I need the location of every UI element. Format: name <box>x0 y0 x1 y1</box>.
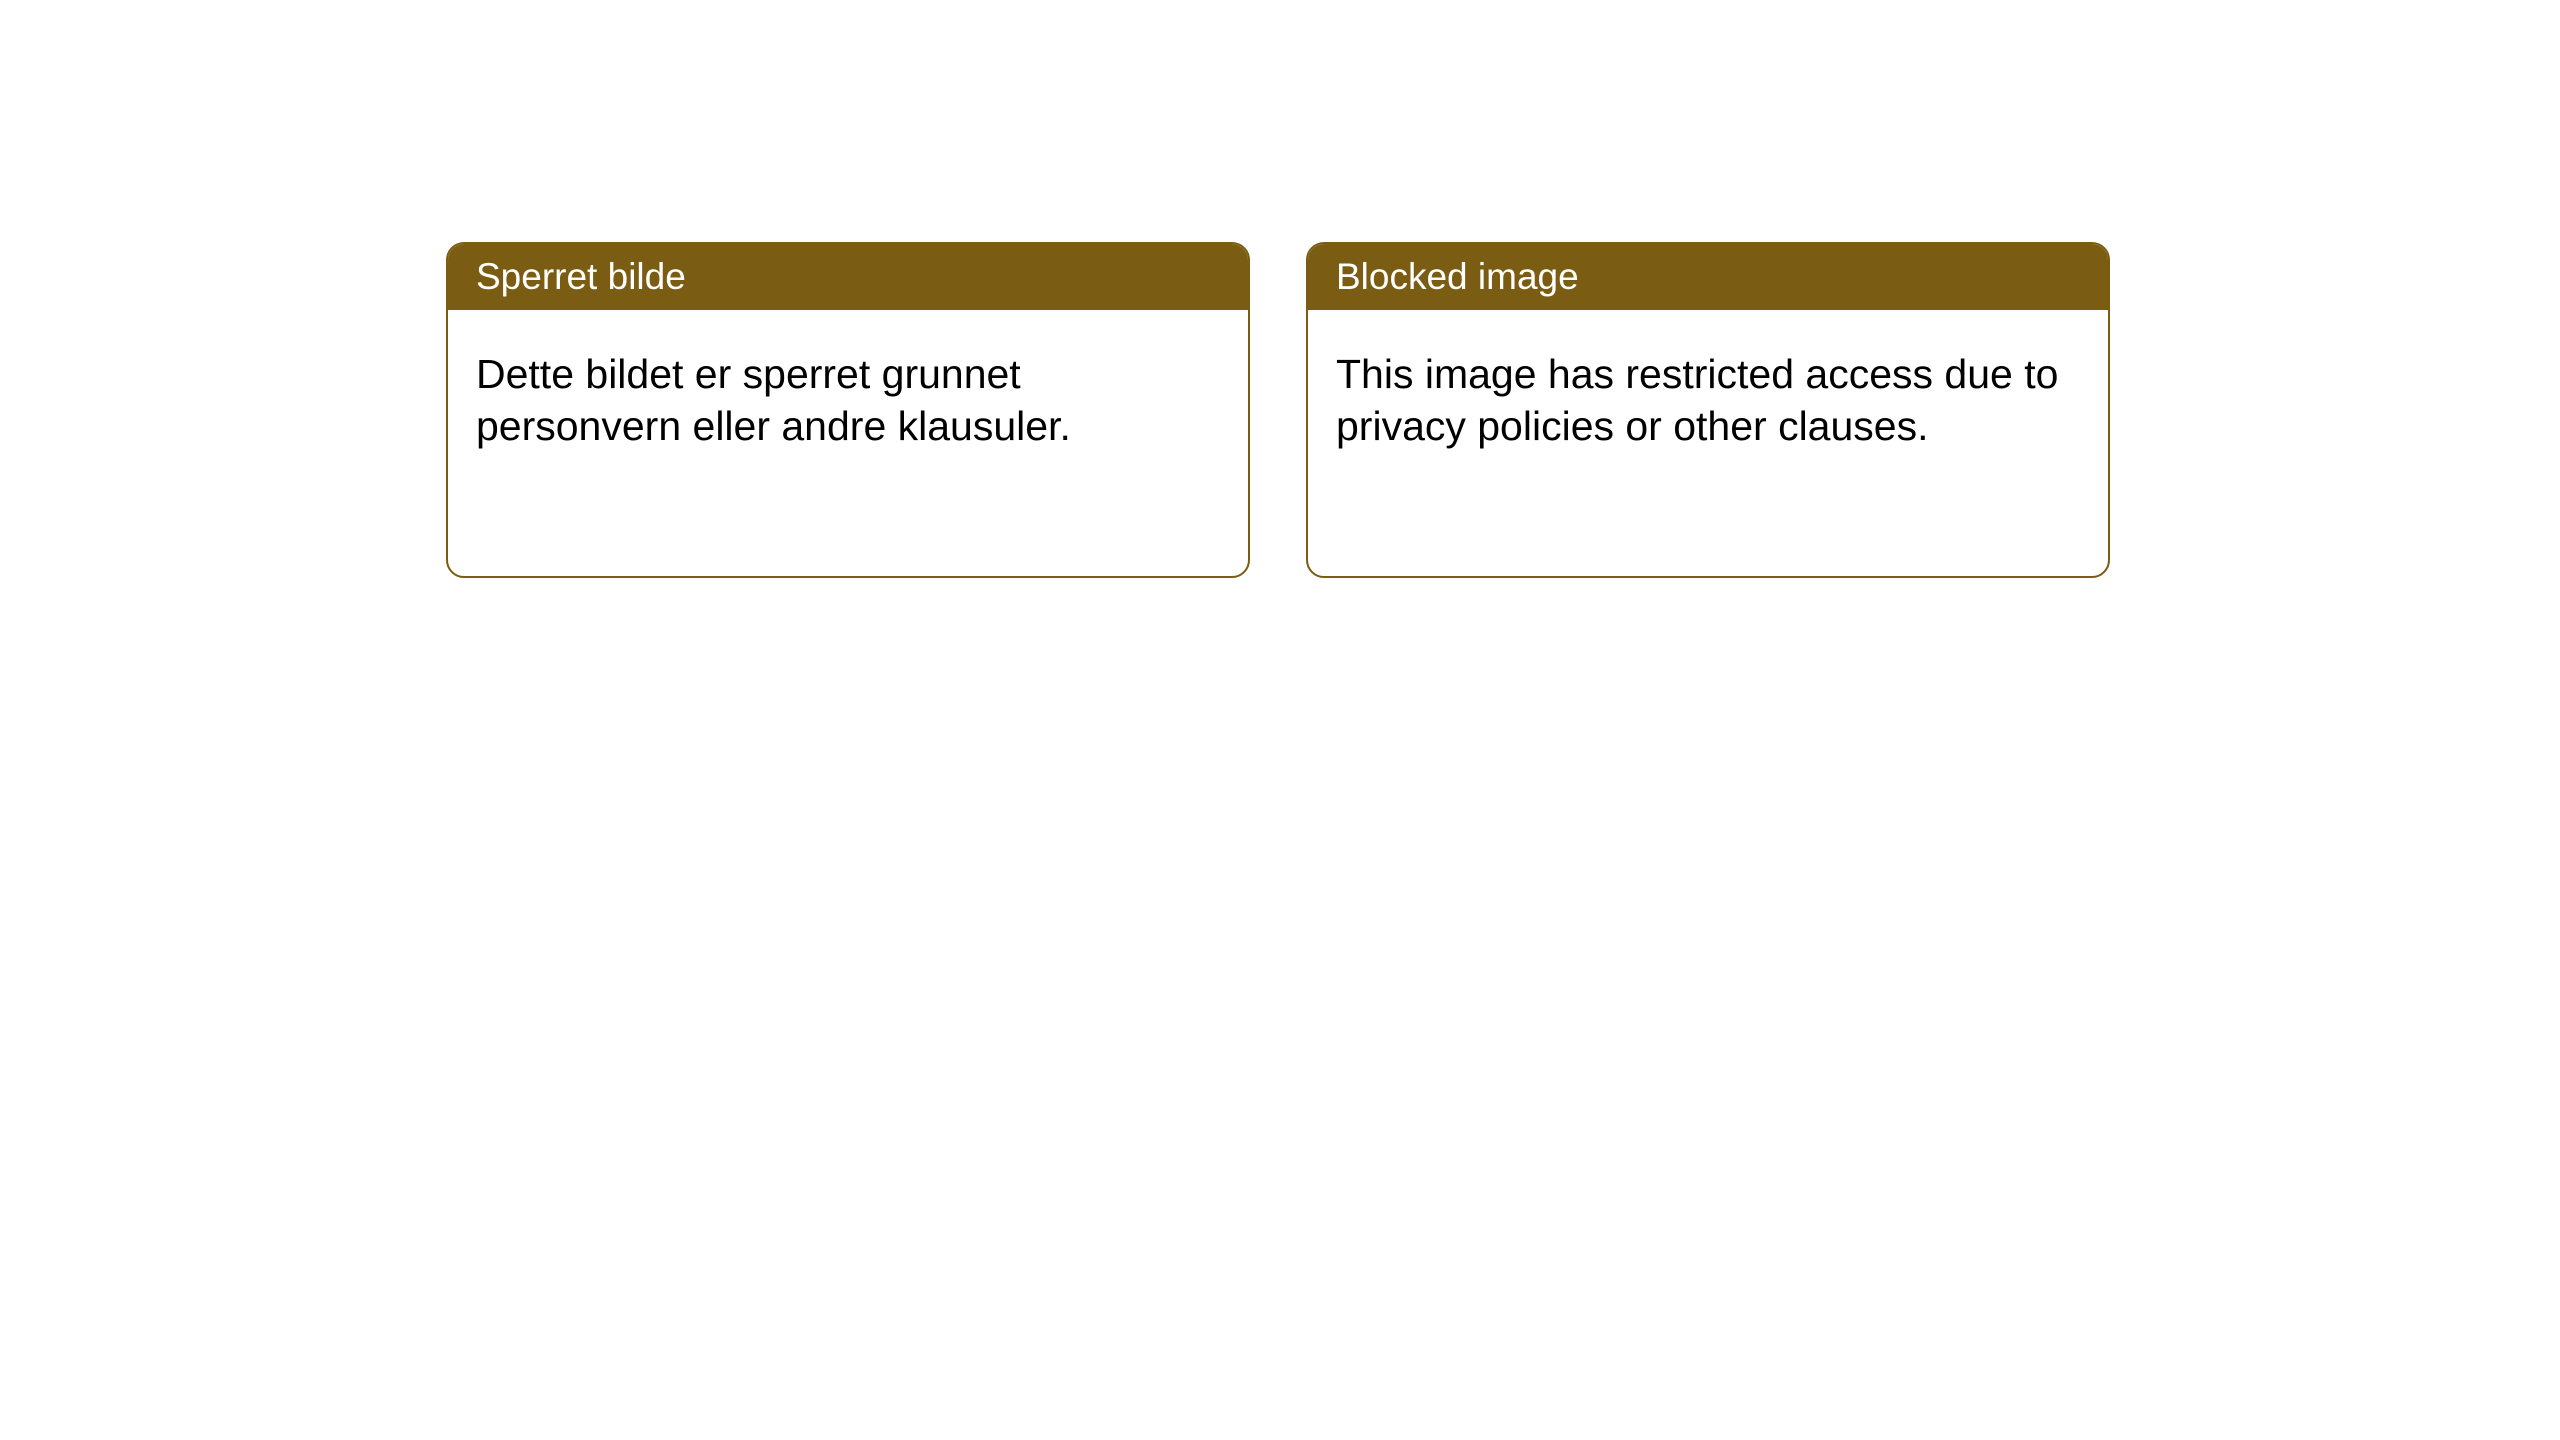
card-title: Blocked image <box>1336 256 1579 297</box>
card-header: Sperret bilde <box>448 244 1248 310</box>
card-body-text: This image has restricted access due to … <box>1336 351 2058 449</box>
notice-card-english: Blocked image This image has restricted … <box>1306 242 2110 578</box>
card-title: Sperret bilde <box>476 256 686 297</box>
notice-card-norwegian: Sperret bilde Dette bildet er sperret gr… <box>446 242 1250 578</box>
card-body: This image has restricted access due to … <box>1308 310 2108 491</box>
notice-cards-container: Sperret bilde Dette bildet er sperret gr… <box>446 242 2110 578</box>
card-header: Blocked image <box>1308 244 2108 310</box>
card-body: Dette bildet er sperret grunnet personve… <box>448 310 1248 491</box>
card-body-text: Dette bildet er sperret grunnet personve… <box>476 351 1071 449</box>
